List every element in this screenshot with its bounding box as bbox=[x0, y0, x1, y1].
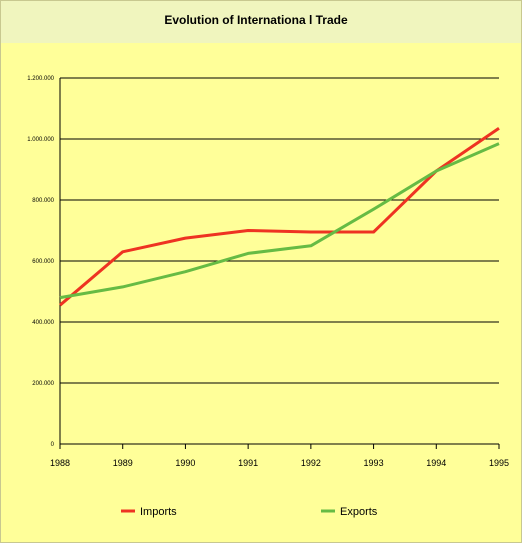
x-tick-label: 1990 bbox=[175, 458, 195, 468]
y-tick-label: 0 bbox=[51, 442, 55, 448]
y-tick-label: 600.000 bbox=[32, 259, 54, 265]
y-tick-label: 200.000 bbox=[32, 381, 54, 387]
x-tick-label: 1991 bbox=[238, 458, 258, 468]
chart-title: Evolution of Internationa l Trade bbox=[164, 13, 348, 27]
series-line-imports bbox=[59, 127, 500, 307]
x-tick-label: 1994 bbox=[426, 458, 446, 468]
y-tick-label: 400.000 bbox=[32, 320, 54, 326]
x-tick-label: 1988 bbox=[50, 458, 70, 468]
x-tick-label: 1995 bbox=[489, 458, 509, 468]
legend-label-imports: Imports bbox=[140, 506, 177, 518]
x-tick-label: 1989 bbox=[113, 458, 133, 468]
legend-label-exports: Exports bbox=[340, 506, 378, 518]
y-tick-label: 1.000.000 bbox=[27, 137, 54, 143]
y-tick-label: 800.000 bbox=[32, 198, 54, 204]
title-band: Evolution of Internationa l Trade bbox=[1, 1, 521, 43]
series-line-exports bbox=[59, 142, 500, 300]
x-tick-label: 1993 bbox=[364, 458, 384, 468]
y-tick-label: 1.200.000 bbox=[27, 76, 54, 82]
x-tick-label: 1992 bbox=[301, 458, 321, 468]
